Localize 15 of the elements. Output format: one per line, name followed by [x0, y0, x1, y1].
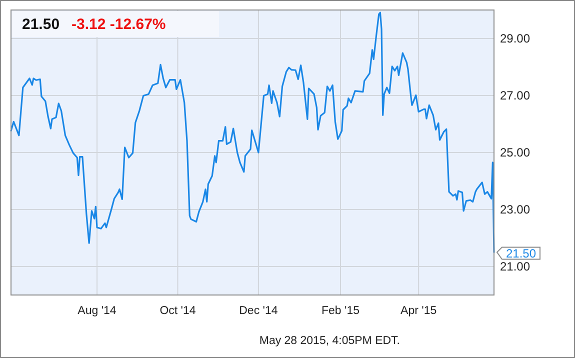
text: May 28 2015, 4:05PM EDT.: [259, 335, 400, 347]
y-tick-label: 23.00: [500, 202, 530, 217]
x-tick-label: Aug '14: [78, 305, 117, 317]
y-tick-label: 25.00: [500, 146, 530, 160]
annotation: 21.50: [506, 246, 536, 260]
y-tick-label: 21.00: [500, 260, 530, 274]
x-tick-label: Oct '14: [160, 305, 196, 317]
x-tick-label: Dec '14: [239, 305, 278, 317]
chart-title: 21.50: [22, 16, 60, 33]
y-tick-label: 27.00: [500, 88, 530, 103]
line-series: [10, 12, 495, 254]
chart-subtitle: -3.12 -12.67%: [72, 16, 166, 33]
x-tick-label: Apr '15: [400, 305, 437, 317]
y-tick-label: 29.00: [500, 32, 530, 46]
x-tick-label: Feb '15: [322, 305, 360, 317]
